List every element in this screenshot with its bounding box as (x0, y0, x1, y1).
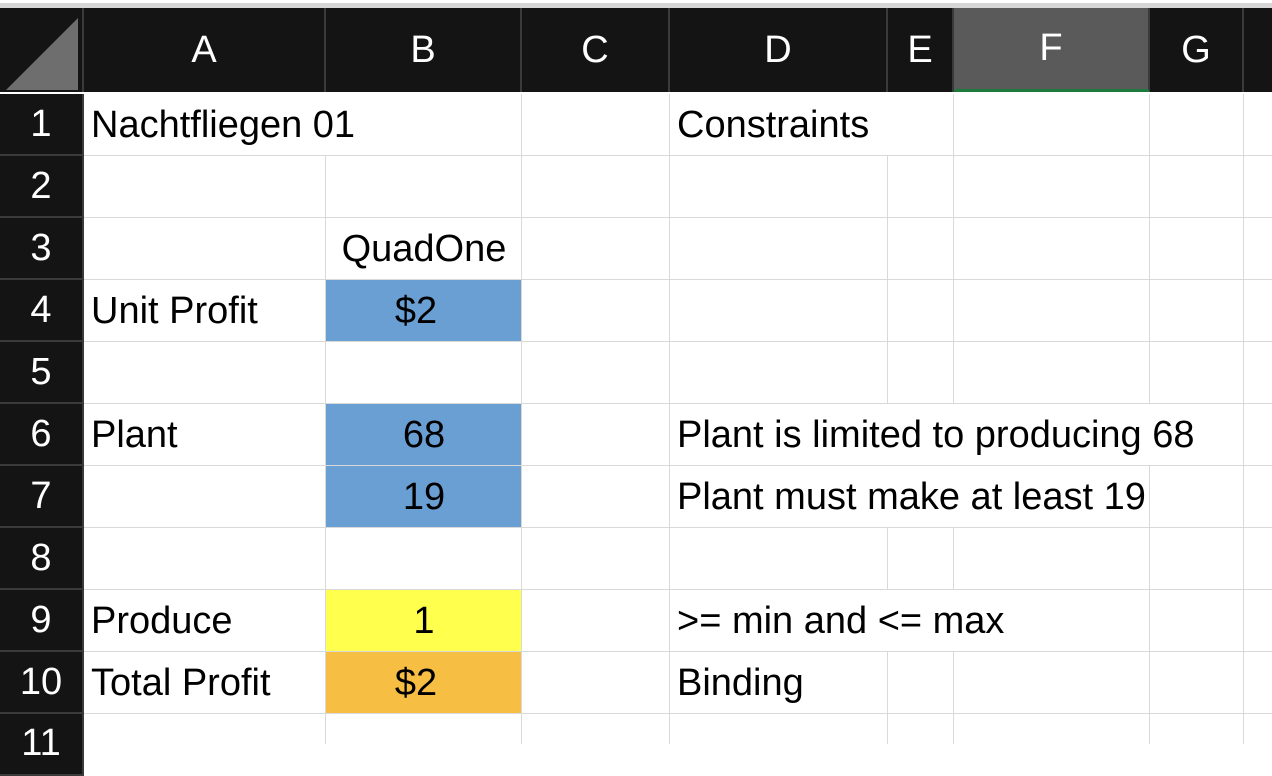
row-header-11[interactable]: 11 (0, 714, 84, 776)
cell-a1[interactable]: Nachtfliegen 01 (91, 103, 356, 146)
cell-d10[interactable]: Binding (677, 661, 804, 704)
row-header-4[interactable]: 4 (0, 280, 84, 342)
row-header-6[interactable]: 6 (0, 404, 84, 466)
cell-d9[interactable]: >= min and <= max (677, 599, 1005, 642)
cell-d1[interactable]: Constraints (677, 103, 870, 146)
cell-b7[interactable]: 19 (402, 475, 446, 518)
row-header-10[interactable]: 10 (0, 652, 84, 714)
cell-a10[interactable]: Total Profit (91, 661, 271, 704)
column-header-d[interactable]: D (670, 8, 888, 92)
row-header-3[interactable]: 3 (0, 218, 84, 280)
cell-b10-fill (326, 652, 522, 714)
cell-b4-fill (326, 280, 522, 342)
row-header-7[interactable]: 7 (0, 466, 84, 528)
cell-a9[interactable]: Produce (91, 599, 233, 642)
column-header-a[interactable]: A (84, 8, 326, 92)
column-header-next[interactable] (1244, 8, 1272, 92)
column-header-b[interactable]: B (326, 8, 522, 92)
row-header-9[interactable]: 9 (0, 590, 84, 652)
cell-d7[interactable]: Plant must make at least 19 (677, 475, 1146, 518)
cell-b10[interactable]: $2 (394, 661, 438, 704)
column-header-e[interactable]: E (888, 8, 954, 92)
cell-d6[interactable]: Plant is limited to producing 68 (677, 413, 1195, 456)
cell-b6-b7-fill (326, 404, 522, 528)
cell-b4[interactable]: $2 (394, 289, 438, 332)
top-toolbar-strip (0, 0, 1272, 8)
cell-b6[interactable]: 68 (402, 413, 446, 456)
cell-b9[interactable]: 1 (413, 599, 435, 642)
row-header-1[interactable]: 1 (0, 94, 84, 156)
select-all-button[interactable] (0, 8, 84, 92)
row-header-8[interactable]: 8 (0, 528, 84, 590)
cell-a4[interactable]: Unit Profit (91, 289, 258, 332)
column-header-c[interactable]: C (522, 8, 670, 92)
cell-b9-fill (326, 590, 522, 652)
column-header-g[interactable]: G (1150, 8, 1244, 92)
row-header-5[interactable]: 5 (0, 342, 84, 404)
select-all-triangle-icon (6, 18, 78, 90)
row-header-2[interactable]: 2 (0, 156, 84, 218)
cell-b3[interactable]: QuadOne (341, 227, 507, 270)
column-header-f[interactable]: F (954, 8, 1150, 92)
cell-a6[interactable]: Plant (91, 413, 178, 456)
